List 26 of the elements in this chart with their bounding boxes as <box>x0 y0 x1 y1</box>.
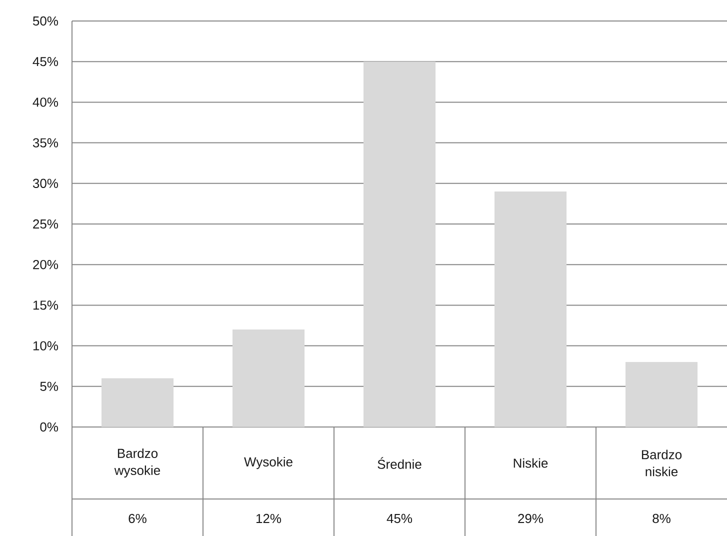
bar <box>625 362 698 427</box>
data-label: 6% <box>128 514 146 524</box>
y-tick-label: 35% <box>32 138 58 148</box>
bar <box>101 378 174 427</box>
y-tick-label: 15% <box>33 300 58 310</box>
bar <box>363 62 436 427</box>
x-tick-label: Średnie <box>378 457 422 469</box>
x-tick-label: Bardzo niskie <box>642 450 682 476</box>
y-tick-label: 25% <box>33 219 58 229</box>
data-label: 45% <box>386 514 412 524</box>
data-label: 8% <box>652 514 670 524</box>
y-tick-label: 45% <box>32 57 58 66</box>
y-tick-label: 50% <box>32 16 58 26</box>
y-tick-label: 40% <box>32 98 58 107</box>
y-tick-label: 0% <box>40 422 58 432</box>
data-label: 29% <box>518 514 544 524</box>
x-tick-label: Niskie <box>514 458 548 468</box>
x-tick-label: Bardzo wysokie <box>114 448 160 478</box>
y-tick-label: 20% <box>33 260 58 270</box>
bar <box>232 330 305 427</box>
bar <box>494 192 567 427</box>
y-tick-label: 30% <box>32 178 58 188</box>
y-tick-label: 5% <box>40 382 58 391</box>
data-label: 12% <box>256 514 282 524</box>
y-tick-label: 10% <box>33 341 58 350</box>
x-tick-label: Wysokie <box>244 456 292 470</box>
